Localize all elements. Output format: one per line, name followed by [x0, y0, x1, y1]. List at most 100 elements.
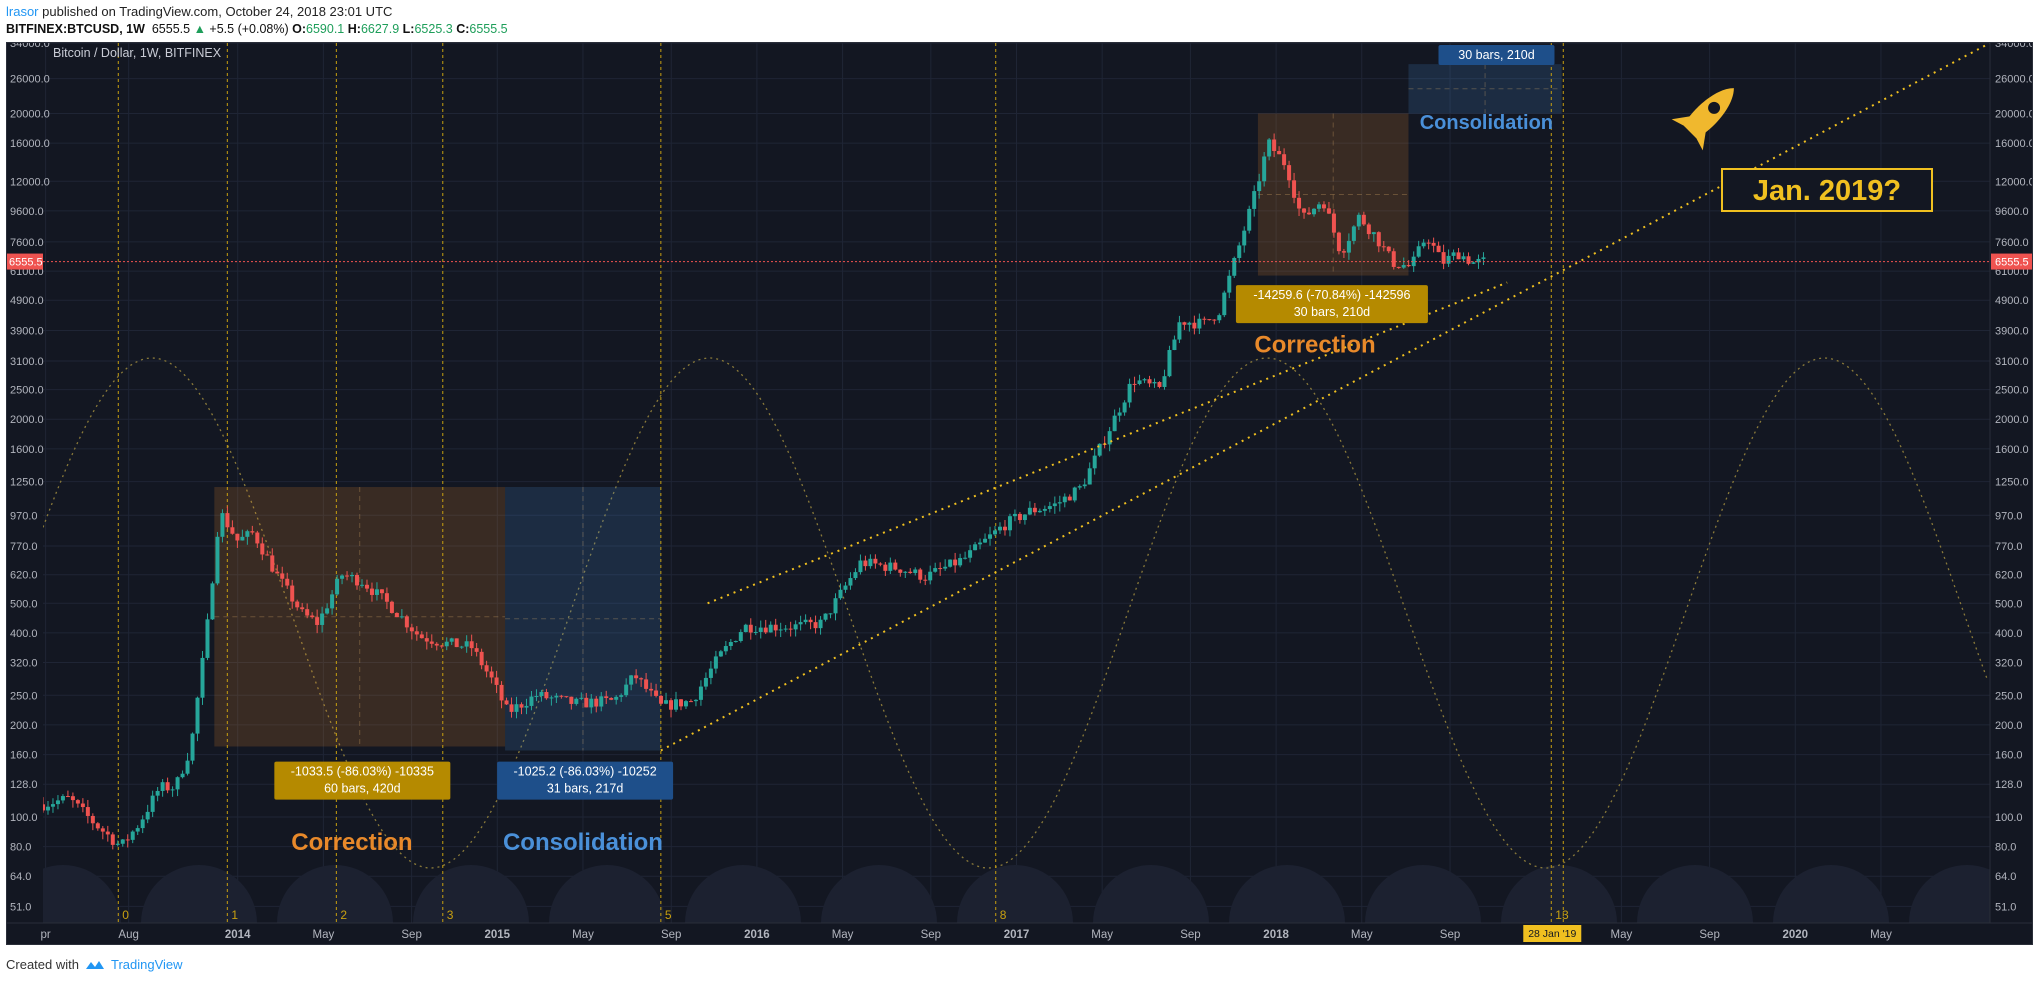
candle-body	[639, 678, 644, 680]
candle-body	[454, 638, 459, 648]
candle-body	[444, 641, 449, 647]
candle-body	[738, 632, 743, 642]
candle-body	[140, 819, 145, 829]
candle-body	[703, 677, 708, 687]
author-link[interactable]: lrasor	[6, 4, 39, 19]
candle-body	[529, 696, 534, 706]
candle-body	[723, 646, 728, 652]
x-tick-label: May	[1351, 929, 1373, 941]
chart-panel[interactable]: 0 1 2 3 5 8 13 -1033.5 (-86.03%) -10335 60 bars,…	[6, 42, 2033, 945]
candle-body	[973, 544, 978, 551]
candle-body	[320, 613, 325, 625]
range-label-line2: 31 bars, 217d	[547, 782, 623, 796]
open-value: 6590.1	[306, 22, 345, 36]
symbol-label[interactable]: BITFINEX:BTCUSD, 1W	[6, 22, 145, 36]
candle-body	[1316, 204, 1321, 209]
close-value: 6555.5	[469, 22, 508, 36]
candle-body	[145, 811, 150, 820]
candle-body	[125, 839, 130, 841]
candle-body	[783, 628, 788, 630]
candle-body	[310, 615, 315, 618]
candle-body	[1431, 242, 1436, 246]
y-tick-left: 500.0	[10, 598, 38, 610]
tradingview-logo-icon	[85, 960, 104, 969]
candle-body	[534, 696, 539, 698]
candle-body	[1192, 322, 1197, 329]
candle-body	[345, 575, 350, 577]
candle-body	[923, 579, 928, 581]
y-tick-right: 970.0	[1995, 510, 2023, 522]
candle-body	[1461, 256, 1466, 260]
candle-body	[589, 698, 594, 708]
candle-body	[1272, 139, 1277, 152]
candle-body	[1371, 232, 1376, 235]
candle-body	[1132, 383, 1137, 385]
candle-body	[80, 803, 85, 808]
y-tick-right: 770.0	[1995, 541, 2023, 553]
published-text: published on TradingView.com, October 24…	[42, 4, 393, 19]
y-tick-left: 20000.0	[10, 108, 50, 120]
candle-body	[1446, 255, 1451, 264]
candle-body	[195, 697, 200, 734]
candle-body	[873, 558, 878, 564]
candle-body	[1341, 251, 1346, 253]
y-tick-left: 7600.0	[10, 237, 44, 249]
candle-body	[115, 843, 120, 845]
low-label: L:	[402, 22, 415, 36]
y-tick-left: 16000.0	[10, 138, 50, 150]
x-tick-label: Sep	[1699, 929, 1719, 941]
rocket-icon	[1671, 88, 1734, 151]
candle-body	[1426, 242, 1431, 244]
cycle-arc	[1365, 865, 1481, 923]
x-tick-label: May	[1870, 929, 1892, 941]
candle-body	[170, 789, 175, 791]
candle-body	[948, 559, 953, 567]
y-tick-right: 1250.0	[1995, 477, 2029, 489]
y-tick-left: 26000.0	[10, 74, 50, 86]
tradingview-link[interactable]: TradingView	[110, 957, 183, 972]
candle-body	[280, 573, 285, 579]
candle-body	[250, 531, 255, 533]
y-tick-right: 500.0	[1995, 598, 2023, 610]
x-tick-label: May	[832, 929, 854, 941]
candle-body	[843, 585, 848, 590]
cycle-line-label: 0	[122, 908, 129, 922]
candle-body	[1217, 315, 1222, 321]
candle-body	[1137, 380, 1142, 385]
candle-body	[858, 560, 863, 573]
candle-body	[1411, 256, 1416, 267]
publish-info: lrasor published on TradingView.com, Oct…	[6, 4, 392, 19]
candle-body	[669, 700, 674, 710]
cycle-arc	[1637, 865, 1753, 923]
y-tick-right: 7600.0	[1995, 237, 2029, 249]
y-tick-left: 64.0	[10, 871, 31, 883]
candle-body	[594, 698, 599, 707]
candle-body	[1012, 513, 1017, 517]
candle-body	[464, 641, 469, 647]
y-tick-right: 12000.0	[1995, 176, 2032, 188]
candle-body	[379, 589, 384, 594]
y-tick-left: 3100.0	[10, 356, 44, 368]
candle-body	[1262, 156, 1267, 182]
x-tick-label: 2017	[1004, 929, 1030, 941]
y-tick-left: 620.0	[10, 570, 38, 582]
x-tick-label: Sep	[661, 929, 681, 941]
candle-body	[893, 562, 898, 570]
candle-body	[788, 628, 793, 630]
candle-body	[55, 800, 60, 805]
range-label-bg-0	[274, 761, 451, 800]
candle-body	[1077, 486, 1082, 488]
candle-body	[778, 629, 783, 631]
candle-body	[135, 828, 140, 832]
range-label-line2: 60 bars, 420d	[324, 782, 400, 796]
candle-body	[569, 696, 574, 704]
candle-body	[1207, 319, 1212, 321]
candle-body	[823, 613, 828, 620]
candle-body	[1022, 514, 1027, 521]
price-chart[interactable]: 0 1 2 3 5 8 13 -1033.5 (-86.03%) -10335 60 bars,…	[7, 43, 2032, 944]
callout-box	[1721, 168, 1933, 212]
y-tick-right: 2000.0	[1995, 414, 2029, 426]
price-tag-left	[7, 253, 43, 270]
range-label-line1: 30 bars, 210d	[1458, 48, 1534, 62]
candle-body	[45, 806, 50, 811]
